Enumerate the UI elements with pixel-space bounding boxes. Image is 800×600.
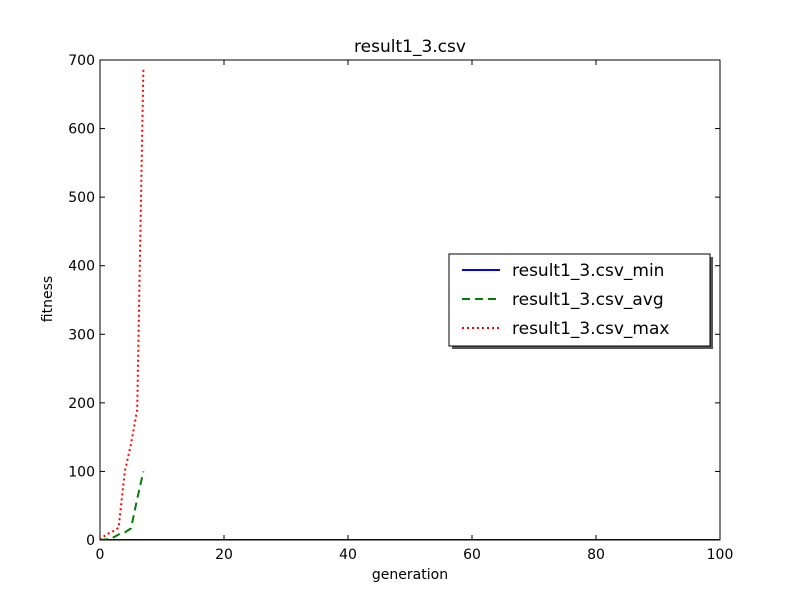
plot-frame bbox=[99, 59, 721, 541]
legend-label: result1_3.csv_max bbox=[512, 319, 669, 339]
x-tick-label: 80 bbox=[587, 547, 605, 563]
legend-label: result1_3.csv_avg bbox=[512, 290, 664, 310]
chart-title: result1_3.csv bbox=[354, 37, 466, 57]
y-axis-label: fitness bbox=[40, 276, 56, 322]
legend: result1_3.csv_min result1_3.csv_avgresult… bbox=[448, 253, 713, 349]
y-tick-label: 300 bbox=[68, 327, 95, 343]
y-tick-label: 700 bbox=[68, 53, 95, 69]
y-tick-label: 600 bbox=[68, 122, 95, 138]
y-tick-label: 200 bbox=[68, 396, 95, 412]
series-line-dotted bbox=[100, 66, 145, 540]
x-tick-label: 100 bbox=[707, 547, 734, 563]
x-tick-label: 20 bbox=[215, 547, 233, 563]
y-tick-label: 100 bbox=[68, 464, 95, 480]
x-tick-label: 60 bbox=[463, 547, 481, 563]
x-axis: 0 20 40 60 80 100 bbox=[96, 60, 734, 563]
legend-label: result1_3.csv_min bbox=[512, 261, 664, 281]
y-tick-label: 400 bbox=[68, 259, 95, 275]
x-tick-label: 40 bbox=[339, 547, 357, 563]
y-axis: 0 100 200 300 400 500 600 700 bbox=[68, 53, 720, 549]
y-tick-label: 0 bbox=[86, 533, 95, 549]
plot-area bbox=[99, 59, 721, 541]
y-tick-label: 500 bbox=[68, 190, 95, 206]
x-tick-label: 0 bbox=[96, 547, 105, 563]
series-line-dashed bbox=[100, 471, 145, 540]
x-axis-label: generation bbox=[372, 567, 448, 583]
